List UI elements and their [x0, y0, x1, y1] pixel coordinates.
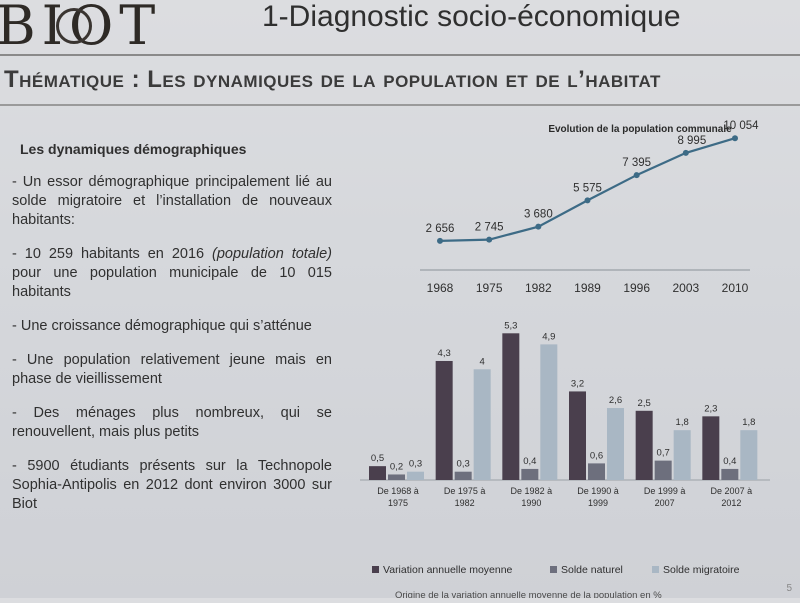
- bar-2-2: [540, 344, 558, 480]
- year-tick-1968: 1968: [427, 281, 454, 295]
- legend-label-0: Variation annuelle moyenne: [383, 564, 513, 576]
- year-tick-1975: 1975: [476, 281, 503, 295]
- bar-label-0-5: 2,3: [704, 403, 717, 414]
- category-label-2-b: 1990: [521, 498, 541, 508]
- category-label-4-b: 2007: [655, 498, 675, 508]
- bar-2-1: [473, 369, 491, 480]
- population-point-1989: [584, 197, 591, 204]
- population-label-1975: 2 745: [475, 222, 504, 234]
- bar-label-2-3: 2,6: [609, 395, 622, 406]
- logo-ring: [56, 8, 92, 44]
- population-point-1968: [437, 237, 443, 244]
- population-label-2003: 8 995: [677, 135, 706, 147]
- charts-area: Evolution de la population communale 2 65…: [350, 110, 800, 601]
- category-label-1-b: 1982: [455, 498, 475, 508]
- bar-0-3: [569, 391, 586, 480]
- category-label-2-a: De 1982 à: [511, 486, 553, 496]
- bar-label-1-1: 0,3: [457, 459, 470, 470]
- bar-chart-caption: Origine de la variation annuelle moyenne…: [395, 590, 662, 598]
- bar-2-0: [407, 471, 424, 480]
- bar-label-0-1: 4,3: [438, 348, 451, 359]
- bar-1-2: [521, 468, 539, 480]
- category-label-5-b: 2012: [721, 498, 741, 508]
- bar-2-3: [607, 408, 624, 480]
- year-tick-2010: 2010: [722, 281, 749, 295]
- bar-label-2-4: 1,8: [676, 417, 689, 428]
- population-point-2010: [732, 135, 738, 142]
- bar-label-2-2: 4,9: [542, 331, 555, 342]
- bar-1-3: [588, 463, 605, 480]
- header-divider: [0, 54, 800, 56]
- bar-0-0: [369, 466, 386, 480]
- bar-2-5: [740, 430, 758, 480]
- year-tick-1982: 1982: [525, 281, 552, 295]
- bullet-migration: - Un essor démographique principalement …: [12, 174, 332, 228]
- year-tick-1996: 1996: [623, 281, 650, 295]
- bar-0-5: [702, 416, 720, 480]
- population-point-1982: [535, 223, 542, 230]
- bar-label-0-0: 0,5: [371, 453, 384, 464]
- category-label-5-a: De 2007 à: [711, 486, 753, 496]
- bar-0-4: [635, 410, 653, 480]
- population-label-1989: 5 575: [573, 182, 602, 194]
- theme-divider: [0, 104, 800, 106]
- bullet-inhabitants: - 10 259 habitants en 2016 (population t…: [12, 245, 332, 302]
- bar-label-2-0: 0,3: [409, 459, 422, 470]
- category-label-3-a: De 1990 à: [577, 486, 619, 496]
- bar-label-1-0: 0,2: [390, 461, 403, 472]
- bar-1-5: [721, 468, 739, 480]
- charts-svg: Evolution de la population communale 2 65…: [360, 120, 770, 601]
- text-column: Les dynamiques démographiques - Un essor…: [12, 140, 332, 529]
- bar-1-4: [654, 460, 672, 480]
- population-point-2003: [682, 149, 689, 156]
- bullet-age: - Une population relativement jeune mais…: [12, 352, 332, 387]
- bullet-inhabitants-main: - 10 259 habitants en 2016: [12, 246, 205, 262]
- theme-title: Thématique : Les dynamiques de la popula…: [4, 66, 661, 93]
- bullet-inhabitants-note: (population totale): [212, 246, 333, 262]
- page-number: 5: [786, 583, 792, 594]
- bar-label-1-3: 0,6: [590, 450, 603, 461]
- legend-swatch-1: [550, 566, 557, 573]
- category-label-1-a: De 1975 à: [444, 486, 486, 496]
- population-label-1982: 3 680: [524, 209, 553, 221]
- bar-0-2: [502, 333, 520, 480]
- year-tick-1989: 1989: [574, 281, 601, 295]
- bar-label-1-5: 0,4: [723, 456, 736, 467]
- bar-0-1: [435, 360, 453, 480]
- category-label-0-b: 1975: [388, 498, 408, 508]
- bar-label-1-4: 0,7: [657, 448, 670, 459]
- bar-label-2-1: 4: [480, 356, 485, 367]
- legend-swatch-0: [372, 566, 379, 573]
- bar-label-0-4: 2,5: [638, 398, 651, 409]
- legend-label-2: Solde migratoire: [663, 564, 740, 576]
- legend-label-1: Solde naturel: [561, 564, 623, 576]
- bar-label-0-3: 3,2: [571, 378, 584, 389]
- category-label-0-a: De 1968 à: [377, 486, 419, 496]
- bar-label-1-2: 0,4: [523, 456, 536, 467]
- population-label-1996: 7 395: [622, 157, 651, 169]
- bar-label-2-5: 1,8: [742, 417, 755, 428]
- population-label-1968: 2 656: [426, 223, 455, 235]
- year-tick-2003: 2003: [672, 281, 699, 295]
- population-label-2010: 10 054: [723, 120, 759, 132]
- bar-2-4: [673, 430, 691, 480]
- population-point-1975: [486, 236, 493, 243]
- bar-label-0-2: 5,3: [504, 320, 517, 331]
- bullet-growth: - Une croissance démographique qui s’att…: [12, 318, 312, 334]
- bar-1-1: [454, 471, 472, 480]
- bullet-households: - Des ménages plus nombreux, qui se reno…: [12, 405, 332, 440]
- slide-header-title: 1-Diagnostic socio-économique: [262, 0, 681, 33]
- legend-swatch-2: [652, 566, 659, 573]
- category-label-4-a: De 1999 à: [644, 486, 686, 496]
- bar-1-0: [388, 474, 405, 480]
- bullet-students: - 5900 étudiants présents sur la Technop…: [12, 458, 332, 512]
- bullet-inhabitants-rest: pour une population municipale de 10 015…: [12, 265, 332, 300]
- line-chart-title: Evolution de la population communale: [548, 124, 732, 135]
- category-label-3-b: 1999: [588, 498, 608, 508]
- population-point-1996: [633, 172, 640, 179]
- section-title: Les dynamiques démographiques: [20, 141, 247, 157]
